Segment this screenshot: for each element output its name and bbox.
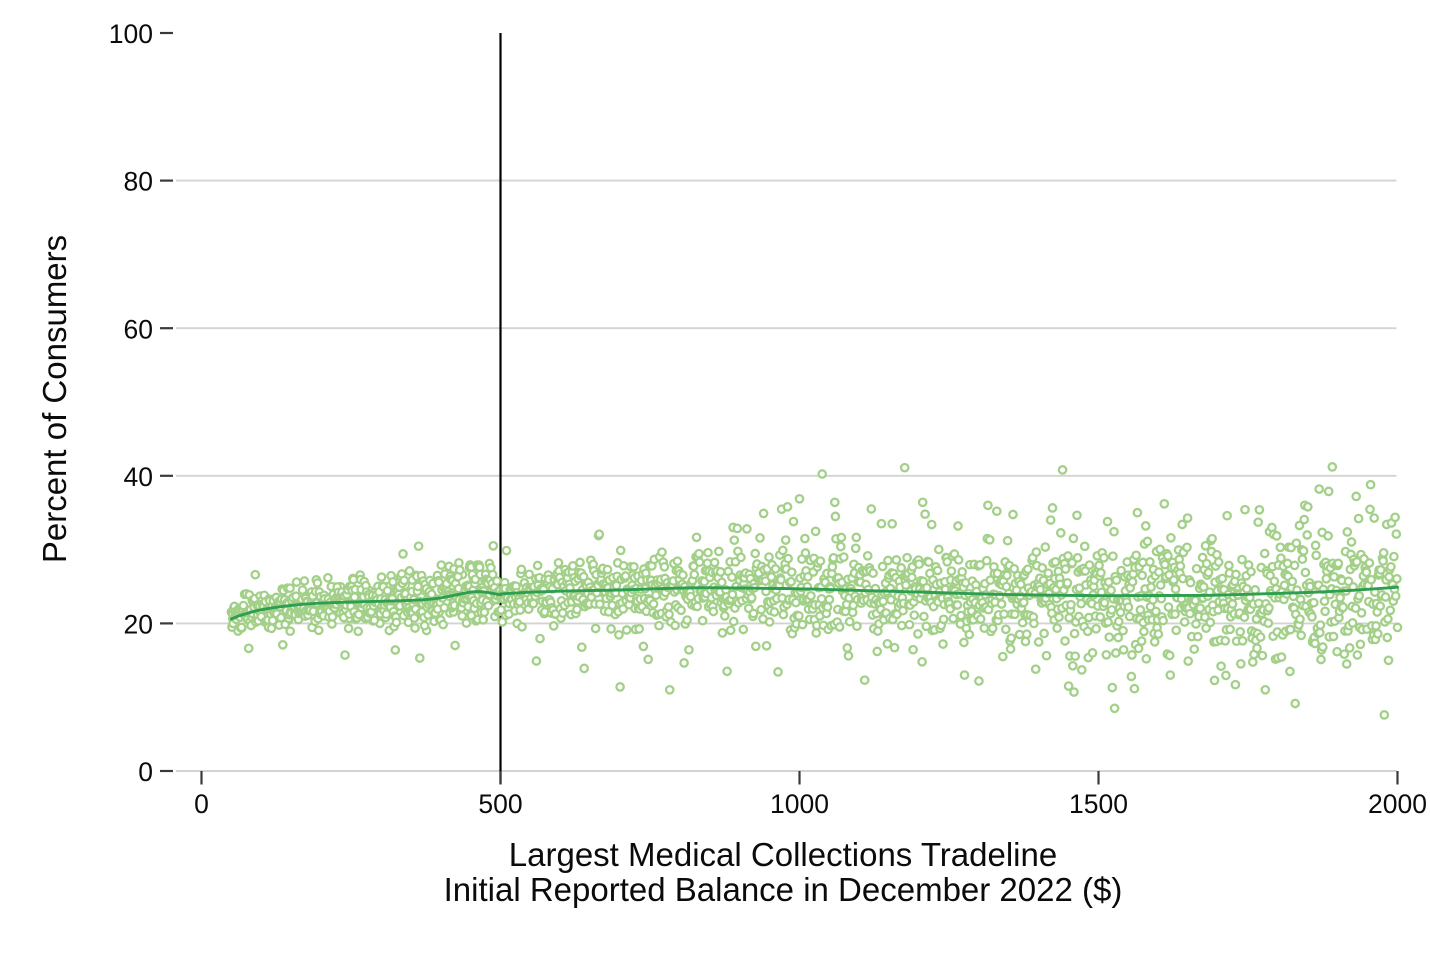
svg-text:1500: 1500 [1069, 789, 1128, 819]
svg-text:100: 100 [109, 19, 153, 49]
svg-text:20: 20 [124, 610, 153, 640]
svg-text:80: 80 [124, 167, 153, 197]
svg-text:40: 40 [124, 462, 153, 492]
svg-text:Initial Reported Balance in De: Initial Reported Balance in December 202… [444, 871, 1123, 908]
svg-text:Largest Medical Collections Tr: Largest Medical Collections Tradeline [509, 836, 1057, 873]
svg-text:0: 0 [194, 789, 209, 819]
svg-text:500: 500 [478, 789, 522, 819]
svg-text:1000: 1000 [770, 789, 829, 819]
svg-text:60: 60 [124, 314, 153, 344]
svg-text:0: 0 [138, 757, 153, 787]
svg-text:Percent of Consumers: Percent of Consumers [36, 235, 73, 563]
svg-text:2000: 2000 [1368, 789, 1427, 819]
